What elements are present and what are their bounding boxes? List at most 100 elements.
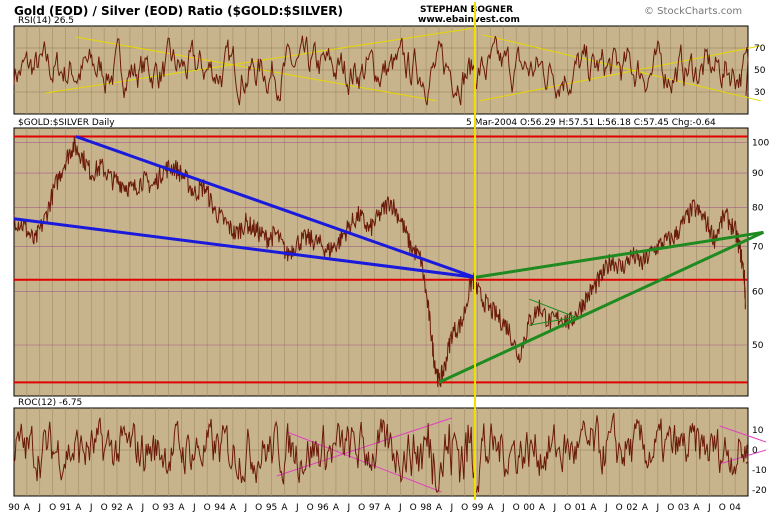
price-trendlines [13,135,765,384]
x-tick-label: O [307,503,314,513]
price-tick-label: 80 [752,204,764,214]
price-horizontal-levels [14,135,748,384]
price-trendline [528,298,576,318]
rsi-tick-label: 30 [754,88,766,98]
roc-y-ticks: -20 -10 0 10 [752,426,767,496]
x-tick-label: 91 [60,503,71,513]
price-trendline [438,230,765,384]
roc-line [13,412,749,493]
price-line [13,136,746,388]
x-tick-label: 04 [729,503,741,513]
roc-tick-label: 10 [752,426,764,436]
x-tick-label: J [346,503,350,513]
price-trendline [75,135,476,279]
x-tick-label: O [616,503,623,513]
price-panel: 50 60 70 80 90 100 $GOLD:$SILVER Daily 5 Mar-… [13,118,769,397]
x-tick-label: O [410,503,417,513]
x-tick-label: 00 [523,503,535,513]
x-tick-label: J [89,503,93,513]
price-tick-label: 50 [752,341,764,351]
x-tick-label: 99 [472,503,484,513]
x-tick-label: A [590,503,597,513]
x-tick-label: A [642,503,649,513]
x-tick-label: A [281,503,288,513]
roc-panel: -20 -10 0 10 ROC(12) -6.75 [13,398,767,497]
x-tick-label: 92 [111,503,122,513]
x-tick-label: A [24,503,31,513]
rsi-y-ticks: 30 50 70 [754,44,766,98]
x-tick-label: A [384,503,391,513]
price-trendline [474,230,764,279]
x-tick-label: O [204,503,211,513]
x-tick-label: A [539,503,546,513]
x-tick-label: O [101,503,108,513]
x-tick-label: 93 [163,503,174,513]
x-tick-label: J [604,503,608,513]
rsi-label: RSI(14) 26.5 [18,16,74,26]
x-tick-label: J [656,503,660,513]
roc-label: ROC(12) -6.75 [18,398,82,408]
price-tick-label: 100 [752,138,769,148]
x-tick-label: O [564,503,571,513]
price-trendline [529,316,576,326]
x-tick-label: 98 [420,503,432,513]
x-tick-label: J [449,503,453,513]
x-tick-label: A [693,503,700,513]
price-tick-label: 60 [752,288,764,298]
rsi-trendline [75,36,437,102]
x-tick-label: 90 [8,503,20,513]
x-tick-label: J [398,503,402,513]
price-grid [14,128,748,396]
price-panel-bg [13,127,749,397]
x-tick-label: J [707,503,711,513]
price-y-ticks: 50 60 70 80 90 100 [752,138,769,351]
rsi-panel: 30 50 70 RSI(14) 26.5 [13,16,766,115]
x-axis-labels: 90 A J O 91 A J O 92 A J O 93 A J O 94 A J O 95 A J O 96 A J O 97 A J O… [8,503,741,513]
x-tick-label: 03 [678,503,689,513]
roc-tick-label: -20 [752,486,767,496]
x-tick-label: O [358,503,365,513]
x-tick-label: J [501,503,505,513]
price-trendline [13,217,476,279]
x-tick-label: A [75,503,82,513]
x-tick-label: A [436,503,443,513]
rsi-line [13,35,749,106]
x-tick-label: O [49,503,56,513]
rsi-tick-label: 50 [754,66,766,76]
x-tick-label: A [487,503,494,513]
roc-trendline [719,425,767,443]
x-tick-label: 96 [317,503,329,513]
roc-tick-label: -10 [752,466,767,476]
price-tick-label: 70 [752,243,764,253]
x-tick-label: A [178,503,185,513]
x-tick-label: 01 [575,503,586,513]
author-label: STEPHAN BOGNER [420,5,513,15]
x-tick-label: 97 [369,503,380,513]
x-tick-label: O [461,503,468,513]
x-tick-label: J [192,503,196,513]
x-tick-label: O [667,503,674,513]
ohlc-readout: 5 Mar-2004 O:56.29 H:57.51 L:56.18 C:57.… [466,118,716,128]
x-tick-label: J [243,503,247,513]
x-tick-label: O [513,503,520,513]
x-tick-label: 94 [214,503,226,513]
x-tick-label: O [719,503,726,513]
chart-title: Gold (EOD) / Silver (EOD) Ratio ($GOLD:$… [14,4,343,18]
roc-tick-label: 0 [752,446,758,456]
x-tick-label: O [152,503,159,513]
x-tick-label: J [295,503,299,513]
price-label: $GOLD:$SILVER Daily [18,118,115,128]
x-tick-label: J [140,503,144,513]
rsi-tick-label: 70 [754,44,766,54]
x-tick-label: O [255,503,262,513]
x-tick-label: A [333,503,340,513]
x-tick-label: A [127,503,134,513]
x-tick-label: J [553,503,557,513]
copyright-label: © StockCharts.com [644,6,742,17]
x-tick-label: 95 [266,503,277,513]
x-tick-label: 02 [626,503,637,513]
x-tick-label: A [230,503,237,513]
x-tick-label: J [37,503,41,513]
price-tick-label: 90 [752,169,764,179]
